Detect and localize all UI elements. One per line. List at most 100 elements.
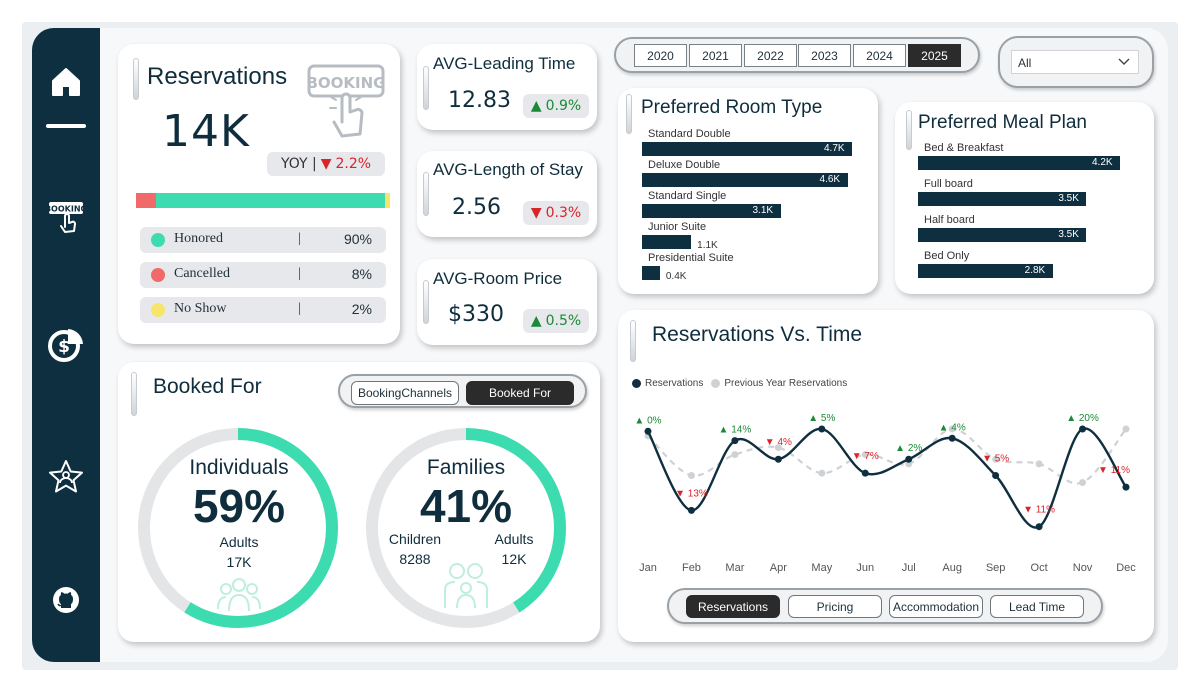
bar[interactable]	[642, 266, 660, 280]
reservations-point[interactable]	[644, 427, 652, 435]
change-label: ▼ 13%	[675, 488, 708, 499]
tab-reservations[interactable]: Reservations	[686, 595, 780, 618]
previous-year-point[interactable]	[687, 472, 695, 480]
kpi-change: 0.9%	[545, 98, 582, 114]
x-tick-label: Jun	[856, 562, 874, 574]
reservations-point[interactable]	[731, 437, 739, 445]
card-accent	[423, 172, 429, 216]
x-tick-label: May	[811, 562, 832, 574]
x-tick-label: Dec	[1116, 562, 1136, 574]
kpi-value: 12.83	[448, 88, 511, 113]
families-children-value: 8288	[399, 551, 431, 567]
year-2020-button[interactable]: 2020	[634, 44, 687, 67]
x-tick-label: Feb	[682, 562, 701, 574]
x-tick-label: Jan	[639, 562, 657, 574]
tab-accommodation[interactable]: Accommodation	[889, 595, 983, 618]
year-2023-button[interactable]: 2023	[798, 44, 851, 67]
reservations-yoy-chip: YOY | ▼ 2.2%	[267, 152, 385, 176]
kpi-value: $330	[448, 302, 504, 327]
previous-year-point[interactable]	[1079, 478, 1087, 486]
status-pct: 90%	[343, 231, 372, 247]
kpi-title: AVG-Room Price	[433, 269, 563, 288]
nav-booking[interactable]: BOOKING	[32, 194, 100, 238]
reservations-total: 14K	[162, 106, 250, 157]
individuals-pct: 59%	[192, 480, 286, 532]
status-row-cancelled: Cancelled | 8%	[140, 262, 386, 288]
previous-year-point[interactable]	[992, 455, 1000, 463]
reservations-point[interactable]	[861, 469, 869, 477]
reservations-point[interactable]	[687, 506, 695, 514]
booking-channels-button[interactable]: BookingChannels	[351, 381, 459, 405]
nav-github[interactable]	[32, 582, 100, 618]
time-chart-title: Reservations Vs. Time	[652, 323, 863, 346]
yoy-value: 2.2%	[335, 156, 372, 172]
github-icon	[53, 587, 79, 613]
bar-value-label: 3.5K	[1058, 229, 1079, 240]
reservations-line	[646, 427, 1127, 529]
reservations-point[interactable]	[818, 425, 826, 433]
tab-lead-time[interactable]: Lead Time	[990, 595, 1084, 618]
bar[interactable]	[918, 156, 1120, 170]
booked-for-button[interactable]: Booked For	[466, 381, 574, 405]
year-2022-button[interactable]: 2022	[744, 44, 797, 67]
previous-year-point[interactable]	[1122, 425, 1130, 433]
bar[interactable]	[642, 173, 848, 187]
reservations-point[interactable]	[1122, 483, 1130, 491]
change-label: ▲ 5%	[808, 413, 835, 424]
card-accent	[626, 94, 632, 134]
bar[interactable]	[642, 142, 852, 156]
reservation-status-bar	[136, 193, 390, 208]
bar[interactable]	[642, 235, 692, 249]
previous-year-point[interactable]	[1035, 460, 1043, 468]
filter-value: All	[1018, 56, 1032, 70]
nav-guests[interactable]	[32, 456, 100, 498]
sidebar: BOOKING $	[32, 28, 100, 662]
reservations-point[interactable]	[774, 455, 782, 463]
bar-value-label: 0.4K	[665, 271, 687, 282]
bar[interactable]	[918, 192, 1087, 206]
families-ring	[366, 428, 566, 628]
individuals-label: Individuals	[189, 456, 289, 479]
reservations-point[interactable]	[948, 434, 956, 442]
status-pct: 2%	[351, 301, 372, 317]
previous-year-point[interactable]	[861, 451, 869, 459]
change-label: ▲ 2%	[895, 443, 922, 454]
reservations-point[interactable]	[992, 472, 1000, 480]
bar[interactable]	[642, 204, 781, 218]
booking-badge-text: BOOKING	[306, 74, 385, 92]
legend-label: Previous Year Reservations	[724, 378, 848, 389]
x-tick-label: Sep	[986, 562, 1006, 574]
reservations-title: Reservations	[147, 63, 288, 90]
reservations-point[interactable]	[1079, 425, 1087, 433]
home-icon	[52, 68, 80, 96]
tab-pricing[interactable]: Pricing	[788, 595, 882, 618]
year-2025-button[interactable]: 2025	[908, 44, 961, 67]
previous-year-point[interactable]	[948, 425, 956, 433]
previous-year-point[interactable]	[774, 444, 782, 452]
previous-year-point[interactable]	[731, 451, 739, 459]
bar-label: Bed Only	[924, 250, 970, 262]
family-icon	[444, 563, 488, 609]
down-arrow-icon: ▼	[320, 156, 332, 172]
year-2024-button[interactable]: 2024	[853, 44, 906, 67]
bar[interactable]	[918, 228, 1087, 242]
bar-value-label: 2.8K	[1024, 265, 1046, 276]
reservations-point[interactable]	[905, 455, 913, 463]
filter-dropdown[interactable]: All	[1011, 50, 1139, 74]
ring-progress	[138, 428, 338, 628]
x-tick-label: Apr	[770, 562, 787, 574]
kpi-change-chip: ▲ 0.9%	[523, 94, 589, 118]
kpi-title: AVG-Leading Time	[433, 54, 576, 73]
bar-value-label: 3.5K	[1058, 193, 1079, 204]
previous-year-point[interactable]	[818, 469, 826, 477]
status-bar-honored	[156, 193, 385, 208]
year-2021-button[interactable]: 2021	[689, 44, 742, 67]
bar[interactable]	[918, 264, 1053, 278]
up-arrow-icon: ▲	[530, 98, 542, 114]
status-row-honored: Honored | 90%	[140, 227, 386, 253]
nav-home[interactable]	[32, 62, 100, 102]
reservations-point[interactable]	[1035, 523, 1043, 531]
x-tick-label: Aug	[942, 562, 962, 574]
kpi-change-chip: ▲ 0.5%	[523, 309, 589, 333]
nav-revenue[interactable]: $	[32, 324, 100, 366]
